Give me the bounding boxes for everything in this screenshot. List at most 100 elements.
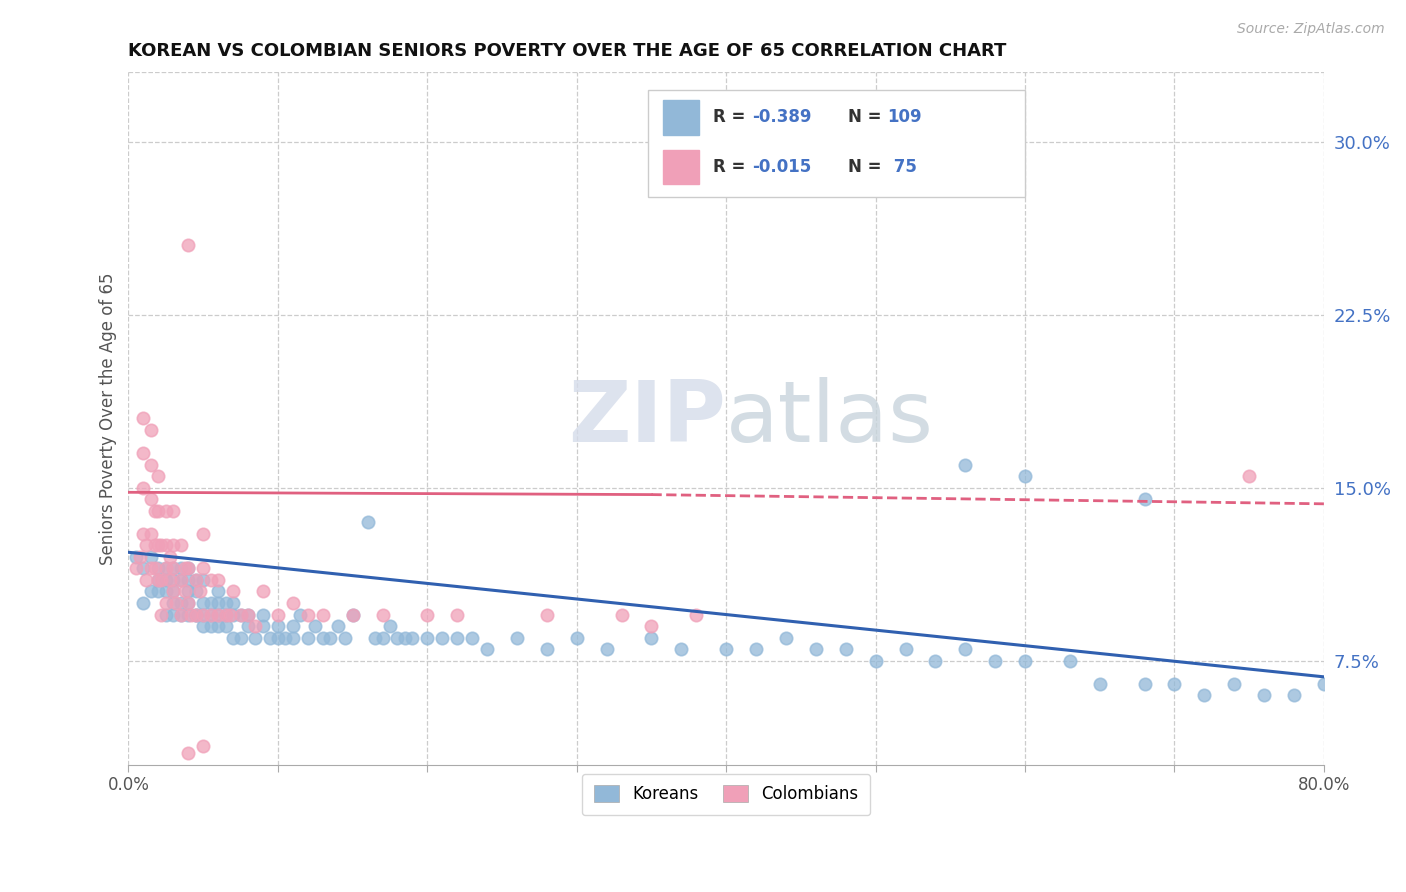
Point — [775, 631, 797, 645]
Point — [162, 538, 184, 552]
Bar — [662, 150, 699, 184]
Point — [148, 573, 170, 587]
Point — [139, 526, 162, 541]
Point — [312, 631, 335, 645]
Point — [222, 584, 245, 599]
Point — [193, 573, 215, 587]
Point — [290, 607, 312, 622]
Point — [536, 642, 558, 657]
Point — [236, 607, 259, 622]
Point — [371, 631, 394, 645]
Point — [267, 619, 290, 633]
Point — [804, 642, 827, 657]
Text: 109: 109 — [887, 109, 922, 127]
Point — [125, 549, 148, 564]
Point — [148, 584, 170, 599]
Point — [174, 561, 197, 575]
Point — [416, 607, 439, 622]
Point — [155, 607, 177, 622]
Y-axis label: Seniors Poverty Over the Age of 65: Seniors Poverty Over the Age of 65 — [100, 272, 117, 565]
Point — [640, 631, 662, 645]
Point — [162, 561, 184, 575]
Point — [193, 619, 215, 633]
FancyBboxPatch shape — [648, 90, 1025, 197]
Point — [132, 526, 155, 541]
Point — [155, 596, 177, 610]
Point — [193, 596, 215, 610]
Point — [371, 607, 394, 622]
Point — [924, 654, 946, 668]
Point — [955, 642, 977, 657]
Point — [640, 619, 662, 633]
Point — [1014, 469, 1036, 483]
Point — [214, 619, 236, 633]
Point — [150, 607, 173, 622]
Point — [1133, 677, 1156, 691]
Point — [267, 631, 290, 645]
Point — [207, 619, 229, 633]
Point — [865, 654, 887, 668]
Point — [207, 607, 229, 622]
Point — [155, 538, 177, 552]
Point — [835, 642, 858, 657]
Point — [326, 619, 349, 633]
Point — [401, 631, 423, 645]
Point — [333, 631, 356, 645]
Point — [174, 584, 197, 599]
Point — [184, 573, 207, 587]
Point — [229, 607, 252, 622]
Point — [170, 561, 193, 575]
Point — [432, 631, 454, 645]
Point — [155, 584, 177, 599]
Point — [145, 504, 167, 518]
Point — [955, 458, 977, 472]
Point — [342, 607, 364, 622]
Point — [245, 631, 267, 645]
Point — [1223, 677, 1246, 691]
Text: R =: R = — [713, 158, 751, 176]
Point — [177, 584, 200, 599]
Point — [145, 538, 167, 552]
Point — [132, 561, 155, 575]
Point — [475, 642, 498, 657]
Point — [356, 516, 378, 530]
Bar — [662, 100, 699, 135]
Point — [139, 549, 162, 564]
Point — [177, 596, 200, 610]
Point — [162, 584, 184, 599]
Point — [155, 573, 177, 587]
Point — [177, 238, 200, 252]
Point — [200, 619, 222, 633]
Point — [229, 607, 252, 622]
Point — [745, 642, 768, 657]
Point — [200, 607, 222, 622]
Point — [200, 596, 222, 610]
Point — [177, 561, 200, 575]
Point — [714, 642, 737, 657]
Point — [281, 631, 304, 645]
Point — [132, 481, 155, 495]
Point — [281, 596, 304, 610]
Point — [180, 607, 202, 622]
Point — [150, 573, 173, 587]
Point — [252, 584, 274, 599]
Point — [252, 619, 274, 633]
Point — [565, 631, 588, 645]
Point — [259, 631, 281, 645]
Point — [207, 584, 229, 599]
Point — [193, 739, 215, 753]
Point — [188, 584, 211, 599]
Point — [129, 549, 152, 564]
Point — [170, 573, 193, 587]
Point — [200, 573, 222, 587]
Point — [193, 607, 215, 622]
Point — [148, 573, 170, 587]
Point — [595, 642, 617, 657]
Point — [170, 538, 193, 552]
Point — [148, 561, 170, 575]
Point — [446, 607, 468, 622]
Point — [184, 607, 207, 622]
Point — [297, 631, 319, 645]
Point — [159, 573, 181, 587]
Point — [177, 573, 200, 587]
